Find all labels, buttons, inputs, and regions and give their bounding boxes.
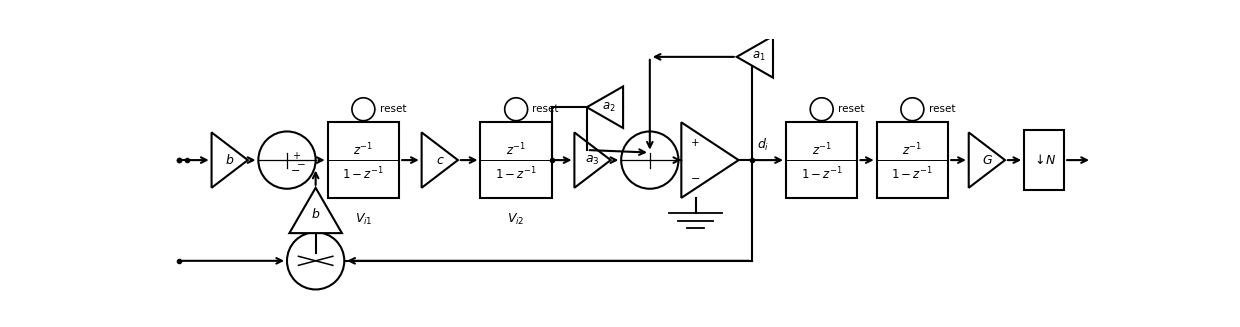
Text: reset: reset bbox=[929, 104, 955, 114]
Text: b: b bbox=[226, 154, 233, 166]
Text: $z^{-1}$: $z^{-1}$ bbox=[812, 141, 832, 158]
Text: $a_3$: $a_3$ bbox=[585, 154, 600, 167]
Circle shape bbox=[505, 98, 527, 121]
Circle shape bbox=[810, 98, 833, 121]
Text: $1-z^{-1}$: $1-z^{-1}$ bbox=[801, 165, 843, 182]
Bar bbox=[786, 122, 858, 198]
Text: c: c bbox=[436, 154, 443, 166]
Text: reset: reset bbox=[532, 104, 559, 114]
Text: $z^{-1}$: $z^{-1}$ bbox=[506, 141, 526, 158]
Text: $1-z^{-1}$: $1-z^{-1}$ bbox=[892, 165, 934, 182]
Text: −: − bbox=[691, 174, 701, 184]
Text: $1-z^{-1}$: $1-z^{-1}$ bbox=[342, 165, 384, 182]
Polygon shape bbox=[968, 132, 1004, 188]
Text: −: − bbox=[296, 160, 306, 170]
Text: +: + bbox=[291, 151, 300, 161]
Circle shape bbox=[352, 98, 374, 121]
Text: $z^{-1}$: $z^{-1}$ bbox=[903, 141, 923, 158]
Text: −: − bbox=[291, 166, 300, 177]
Polygon shape bbox=[574, 132, 610, 188]
Bar bbox=[877, 122, 949, 198]
Circle shape bbox=[901, 98, 924, 121]
Polygon shape bbox=[681, 122, 739, 198]
Text: $1-z^{-1}$: $1-z^{-1}$ bbox=[495, 165, 537, 182]
Text: $z^{-1}$: $z^{-1}$ bbox=[353, 141, 373, 158]
Text: $\downarrow\!N$: $\downarrow\!N$ bbox=[1032, 153, 1056, 167]
Text: $V_{i2}$: $V_{i2}$ bbox=[507, 212, 525, 227]
Polygon shape bbox=[587, 86, 622, 128]
Text: $a_2$: $a_2$ bbox=[601, 101, 615, 114]
Bar bbox=[1024, 130, 1064, 190]
Polygon shape bbox=[289, 188, 342, 233]
Bar bbox=[480, 122, 552, 198]
Text: $d_i$: $d_i$ bbox=[756, 137, 769, 153]
Text: G: G bbox=[982, 154, 992, 166]
Text: +: + bbox=[692, 138, 699, 148]
Bar bbox=[327, 122, 399, 198]
Circle shape bbox=[258, 131, 316, 189]
Text: reset: reset bbox=[379, 104, 407, 114]
Text: $a_1$: $a_1$ bbox=[751, 50, 765, 63]
Polygon shape bbox=[212, 132, 248, 188]
Text: $V_{i1}$: $V_{i1}$ bbox=[355, 212, 372, 227]
Circle shape bbox=[286, 232, 345, 289]
Polygon shape bbox=[737, 36, 773, 77]
Polygon shape bbox=[422, 132, 458, 188]
Text: b: b bbox=[311, 208, 320, 221]
Circle shape bbox=[621, 131, 678, 189]
Text: reset: reset bbox=[838, 104, 864, 114]
